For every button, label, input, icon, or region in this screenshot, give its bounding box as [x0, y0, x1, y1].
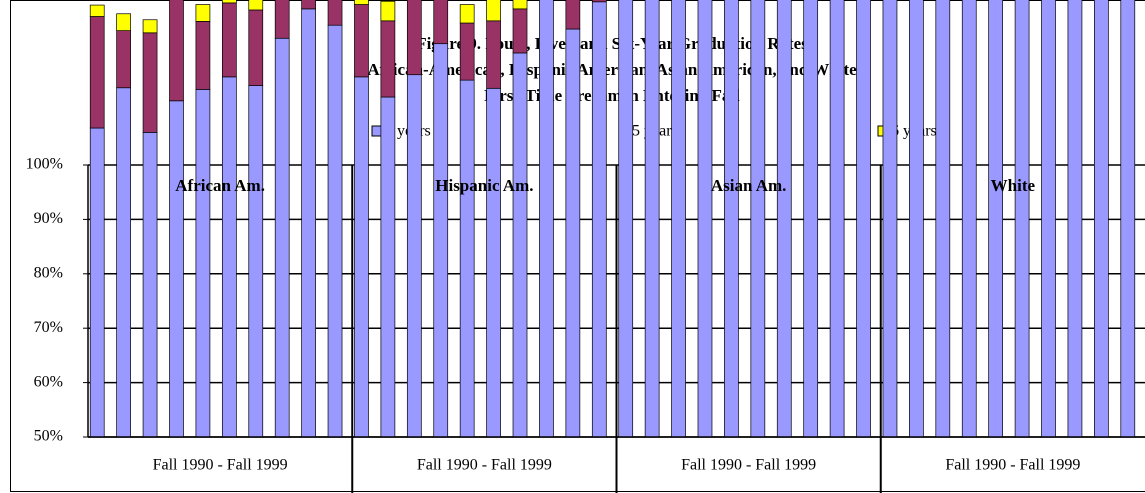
bar-segment: [142, 32, 158, 133]
bar-segment: [486, 87, 501, 438]
bar-segment: [512, 52, 528, 438]
y-tick-label: 60%: [34, 373, 63, 390]
bar-segment: [221, 0, 237, 4]
bar-segment: [89, 16, 105, 129]
bar-segment: [406, 0, 422, 76]
y-tick-label: 100%: [26, 156, 63, 173]
bar-segment: [354, 4, 369, 78]
bar-segment: [195, 21, 211, 90]
group-label: Asian Am.: [711, 176, 787, 195]
x-axis-label: Fall 1990 - Fall 1999: [681, 457, 816, 474]
bar-segment: [486, 20, 501, 89]
bar-segment: [1120, 0, 1136, 438]
bar-segment: [248, 85, 264, 438]
bar-segment: [327, 0, 343, 26]
bar-segment: [142, 132, 158, 438]
bar-segment: [354, 76, 369, 438]
bar-segment: [512, 0, 528, 10]
bar-segment: [327, 24, 343, 438]
group-label: White: [991, 176, 1036, 195]
bar-segment: [750, 0, 766, 438]
bar-segment: [459, 22, 475, 81]
bar-segment: [1067, 0, 1083, 438]
bar-segment: [1014, 0, 1030, 438]
bar-segment: [829, 0, 845, 438]
bar-segment: [856, 0, 871, 438]
bar-segment: [116, 13, 131, 31]
bar-segment: [116, 30, 131, 89]
bar-segment: [433, 0, 449, 45]
x-axis-label: Fall 1990 - Fall 1999: [153, 457, 288, 474]
bar-segment: [380, 20, 396, 98]
bar-segment: [724, 0, 739, 438]
y-tick-label: 90%: [34, 210, 63, 227]
bar-segment: [459, 79, 475, 438]
bar-segment: [935, 0, 951, 438]
bar-segment: [195, 4, 211, 22]
bar-segment: [301, 8, 316, 438]
bar-segment: [591, 1, 607, 438]
bar-segment: [591, 0, 607, 3]
bar-segment: [882, 0, 898, 438]
bar-segment: [1041, 0, 1056, 438]
y-tick-label: 80%: [34, 264, 63, 281]
bar-segment: [354, 0, 369, 5]
bar-segment: [697, 0, 713, 438]
bar-segment: [89, 4, 105, 17]
bar-segment: [776, 0, 792, 438]
group-label: African Am.: [175, 176, 265, 195]
y-tick-label: 70%: [34, 319, 63, 336]
bar-segment: [565, 28, 581, 438]
bar-segment: [406, 74, 422, 438]
bar-segment: [486, 0, 501, 22]
bar-segment: [644, 0, 660, 438]
bar-segment: [565, 0, 581, 30]
bar-segment: [195, 89, 211, 438]
bar-segment: [459, 4, 475, 24]
bar-segment: [169, 100, 184, 438]
bar-segment: [116, 87, 131, 438]
bar-segment: [221, 76, 237, 438]
bar-segment: [909, 0, 924, 438]
bar-segment: [274, 0, 290, 39]
bar-segment: [221, 2, 237, 78]
bar-segment: [248, 9, 264, 86]
bar-segment: [961, 0, 977, 438]
x-axis-label: Fall 1990 - Fall 1999: [417, 457, 552, 474]
bar-segment: [988, 0, 1004, 438]
bar-segment: [274, 37, 290, 438]
bar-segment: [380, 0, 396, 22]
bar-segment: [433, 43, 449, 438]
y-tick-label: 50%: [34, 428, 63, 445]
bar-segment: [539, 0, 554, 438]
bar-segment: [301, 0, 316, 10]
bar-segment: [671, 0, 686, 438]
group-label: Hispanic Am.: [435, 176, 533, 195]
bar-segment: [618, 0, 634, 438]
bar-segment: [380, 96, 396, 438]
bar-segment: [512, 8, 528, 54]
bar-segment: [1094, 0, 1109, 438]
chart-title: Figure 9. Four-, Five-, and Six-Year Gra…: [416, 34, 808, 53]
x-axis-label: Fall 1990 - Fall 1999: [945, 457, 1080, 474]
bar-segment: [142, 19, 158, 34]
legend-swatch: [371, 125, 383, 137]
bar-segment: [803, 0, 819, 438]
bar-segment: [89, 127, 105, 438]
bar-segment: [169, 0, 184, 102]
bar-segment: [248, 0, 264, 11]
